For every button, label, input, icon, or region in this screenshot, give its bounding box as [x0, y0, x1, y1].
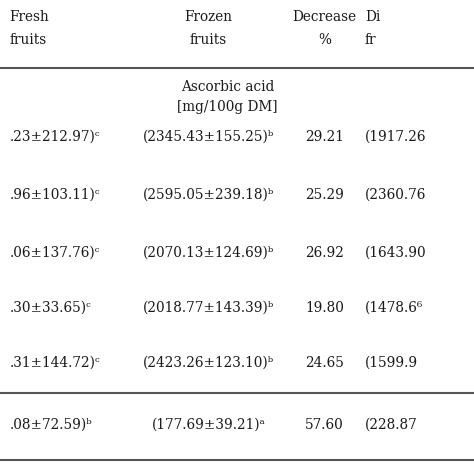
Text: 25.29: 25.29 [305, 188, 344, 202]
Text: .23±212.97)ᶜ: .23±212.97)ᶜ [9, 130, 100, 144]
Text: (2018.77±143.39)ᵇ: (2018.77±143.39)ᵇ [143, 301, 274, 315]
Text: .06±137.76)ᶜ: .06±137.76)ᶜ [9, 246, 100, 260]
Text: 26.92: 26.92 [305, 246, 344, 260]
Text: Di: Di [365, 10, 380, 24]
Text: fruits: fruits [190, 33, 227, 47]
Text: 19.80: 19.80 [305, 301, 344, 315]
Text: (2360.76: (2360.76 [365, 188, 426, 202]
Text: 29.21: 29.21 [305, 130, 344, 144]
Text: .08±72.59)ᵇ: .08±72.59)ᵇ [9, 418, 92, 432]
Text: (1599.9: (1599.9 [365, 356, 418, 370]
Text: (2423.26±123.10)ᵇ: (2423.26±123.10)ᵇ [143, 356, 274, 370]
Text: Fresh: Fresh [9, 10, 49, 24]
Text: (2345.43±155.25)ᵇ: (2345.43±155.25)ᵇ [143, 130, 274, 144]
Text: Ascorbic acid: Ascorbic acid [181, 80, 274, 94]
Text: .31±144.72)ᶜ: .31±144.72)ᶜ [9, 356, 100, 370]
Text: (2595.05±239.18)ᵇ: (2595.05±239.18)ᵇ [143, 188, 274, 202]
Text: fr: fr [365, 33, 376, 47]
Text: (177.69±39.21)ᵃ: (177.69±39.21)ᵃ [152, 418, 265, 432]
Text: (1478.6⁶: (1478.6⁶ [365, 301, 423, 315]
Text: %: % [318, 33, 331, 47]
Text: (1917.26: (1917.26 [365, 130, 427, 144]
Text: (1643.90: (1643.90 [365, 246, 427, 260]
Text: .96±103.11)ᶜ: .96±103.11)ᶜ [9, 188, 100, 202]
Text: Frozen: Frozen [184, 10, 233, 24]
Text: [mg/100g DM]: [mg/100g DM] [177, 100, 278, 114]
Text: fruits: fruits [9, 33, 47, 47]
Text: Decrease: Decrease [292, 10, 357, 24]
Text: .30±33.65)ᶜ: .30±33.65)ᶜ [9, 301, 91, 315]
Text: (2070.13±124.69)ᵇ: (2070.13±124.69)ᵇ [143, 246, 274, 260]
Text: 24.65: 24.65 [305, 356, 344, 370]
Text: (228.87: (228.87 [365, 418, 418, 432]
Text: 57.60: 57.60 [305, 418, 344, 432]
